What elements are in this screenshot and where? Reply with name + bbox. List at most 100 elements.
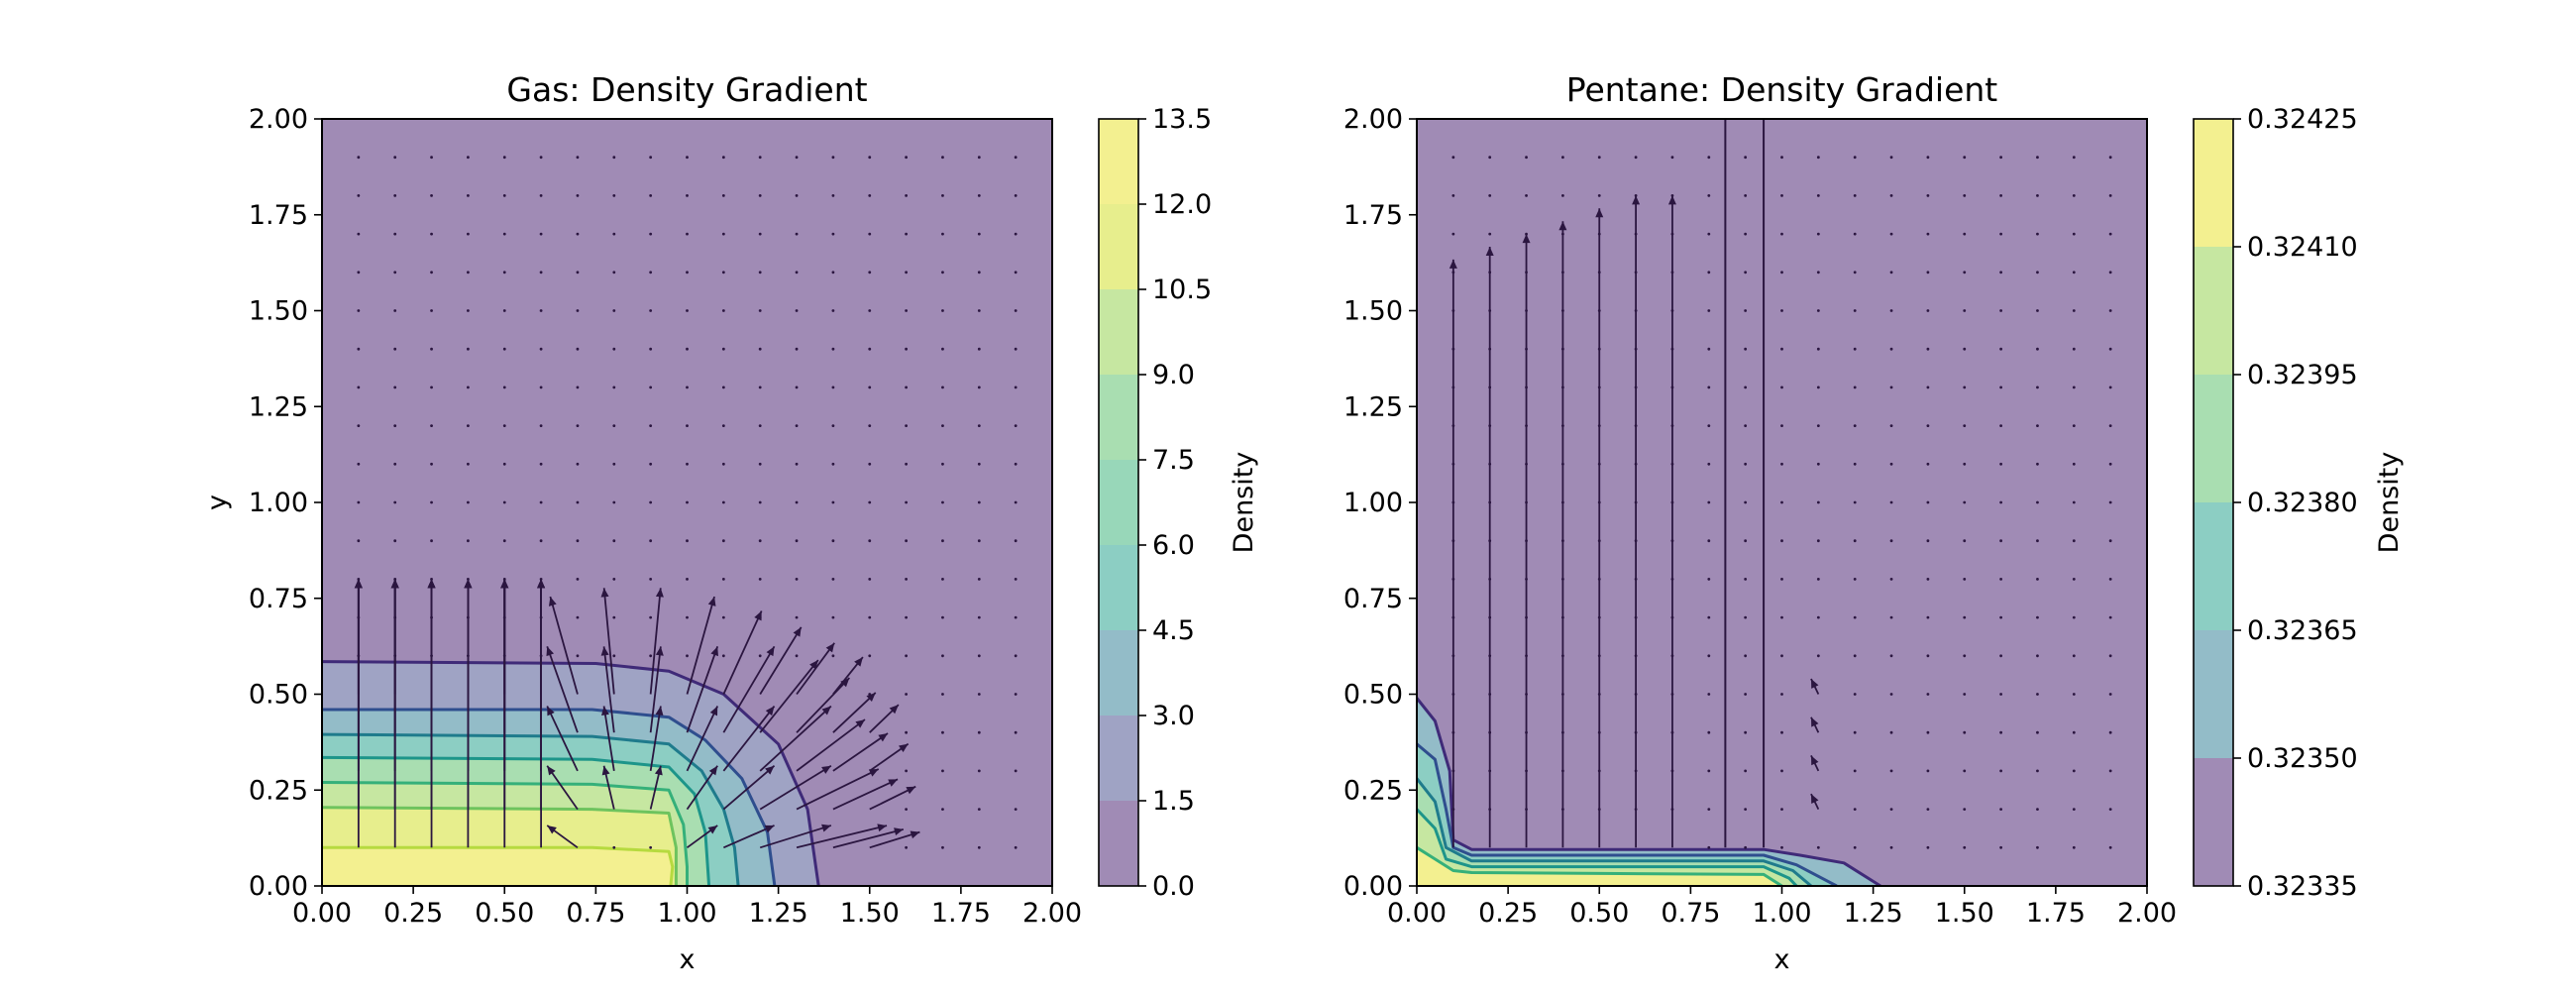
pentane-vector-dot <box>1963 730 1967 734</box>
pentane-vector-dot <box>1561 539 1564 543</box>
gas-vector-dot <box>430 271 433 275</box>
pentane-vector-dot <box>1963 385 1967 389</box>
gas-vector-dot <box>977 424 981 427</box>
gas-vector-dot <box>430 309 433 312</box>
pentane-vector-dot <box>2036 578 2039 581</box>
pentane-vector-dot <box>1963 156 1967 160</box>
gas-vector-dot <box>977 232 981 236</box>
pentane-vector-dot <box>1561 347 1564 351</box>
pentane-vector-dot <box>1744 730 1748 734</box>
gas-colorbar-tick-label: 7.5 <box>1152 445 1195 476</box>
gas-vector-dot <box>612 385 616 389</box>
gas-vector-dot <box>721 654 725 658</box>
gas-vector-dot <box>941 730 944 734</box>
pentane-vector-dot <box>1999 462 2002 466</box>
pentane-vector-dot <box>1744 808 1748 811</box>
pentane-vector-dot <box>2072 424 2076 427</box>
gas-vector-dot <box>905 347 908 351</box>
gas-vector-dot <box>1014 385 1018 389</box>
gas-vector-dot <box>502 347 506 351</box>
gas-vector-dot <box>357 347 361 351</box>
gas-vector-arrowhead <box>821 706 831 716</box>
gas-vector-arrowhead <box>765 706 775 716</box>
gas-vector-dot <box>1014 539 1018 543</box>
gas-vector-arrowhead <box>840 678 850 688</box>
gas-x-tick-label: 2.00 <box>1022 898 1082 929</box>
gas-colorbar-frame <box>1098 118 1139 887</box>
gas-vector-dot <box>576 424 580 427</box>
gas-vector-dot <box>430 156 433 160</box>
pentane-vector-dot <box>1926 730 1930 734</box>
gas-vector-dot <box>905 539 908 543</box>
gas-vector-arrow <box>686 596 715 695</box>
pentane-vector-dot <box>1889 615 1893 619</box>
gas-vector-dot <box>758 271 762 275</box>
pentane-vector-dot <box>1816 845 1820 849</box>
pentane-vector-dot <box>2036 347 2039 351</box>
pentane-vector-dot <box>1597 194 1601 197</box>
pentane-x-tick-label: 1.75 <box>2026 898 2086 929</box>
pentane-vector-dot <box>1707 271 1711 275</box>
pentane-vector-dot <box>1597 232 1601 236</box>
gas-contour-fill-band <box>322 847 673 886</box>
gas-vector-dot <box>649 424 653 427</box>
pentane-vector-dot <box>1744 539 1748 543</box>
pentane-x-tick-label: 2.00 <box>2117 898 2177 929</box>
pentane-vector-dot <box>1634 578 1638 581</box>
gas-vector-dot <box>539 654 543 658</box>
gas-vector-arrow <box>796 642 835 696</box>
pentane-vector-dot <box>1525 730 1528 734</box>
gas-x-tick-label: 1.75 <box>931 898 991 929</box>
pentane-vector-dot <box>1926 693 1930 696</box>
pentane-vector-dot <box>1670 194 1674 197</box>
pentane-vector-dot <box>1707 462 1711 466</box>
pentane-vector-dot <box>1561 730 1564 734</box>
pentane-vector-dot <box>1634 156 1638 160</box>
pentane-vector-dot <box>1597 156 1601 160</box>
pentane-vector-dot <box>1670 615 1674 619</box>
pentane-vector-dot <box>2108 271 2112 275</box>
gas-vector-dot <box>721 194 725 197</box>
pentane-vector-dot <box>1561 615 1564 619</box>
gas-vector-dot <box>686 578 689 581</box>
gas-vector-dot <box>941 271 944 275</box>
gas-vector-dot <box>393 385 397 389</box>
gas-vector-arrow <box>759 825 832 849</box>
pentane-vector-dot <box>1561 769 1564 773</box>
pentane-vector-dot <box>2108 578 2112 581</box>
gas-vector-dot <box>393 539 397 543</box>
gas-y-ticks: 0.00 0.25 0.50 0.75 1.00 1.25 1.50 1.75 2.00 <box>249 104 322 902</box>
pentane-vector-dot <box>1634 462 1638 466</box>
pentane-vector-dot <box>1525 385 1528 389</box>
gas-vector-dot <box>430 500 433 504</box>
pentane-vector-arrowhead <box>1558 221 1567 231</box>
pentane-vector-dot <box>2036 808 2039 811</box>
gas-vector-dot <box>539 309 543 312</box>
pentane-vector-dot <box>2036 271 2039 275</box>
gas-vector-dot <box>831 500 835 504</box>
pentane-vector-dot <box>2036 194 2039 197</box>
pentane-vector-dot <box>1525 769 1528 773</box>
gas-vector-arrow <box>722 610 763 695</box>
pentane-vector-dot <box>1488 578 1492 581</box>
pentane-vector-dot <box>1999 539 2002 543</box>
gas-vector-dot <box>576 654 580 658</box>
gas-colorbar-band <box>1099 801 1138 886</box>
gas-vector-dot <box>430 232 433 236</box>
pentane-vector-dot <box>1963 271 1967 275</box>
pentane-vector-dot <box>1561 385 1564 389</box>
gas-vector-dot <box>868 232 872 236</box>
gas-vector-arrowhead <box>600 588 609 598</box>
gas-vector-dot <box>467 271 470 275</box>
pentane-vector-dot <box>1670 309 1674 312</box>
gas-vector-dot <box>539 500 543 504</box>
pentane-vector-dot <box>1744 578 1748 581</box>
gas-contour-line <box>322 732 740 886</box>
pentane-vector-dot <box>1451 194 1455 197</box>
pentane-vector-arrowhead <box>1810 794 1819 804</box>
pentane-vector-dot <box>1451 693 1455 696</box>
gas-vector-dot <box>649 845 653 849</box>
pentane-vector-arrowhead <box>1810 679 1819 689</box>
pentane-vector-dot <box>1816 424 1820 427</box>
pentane-vector-dot <box>1451 615 1455 619</box>
